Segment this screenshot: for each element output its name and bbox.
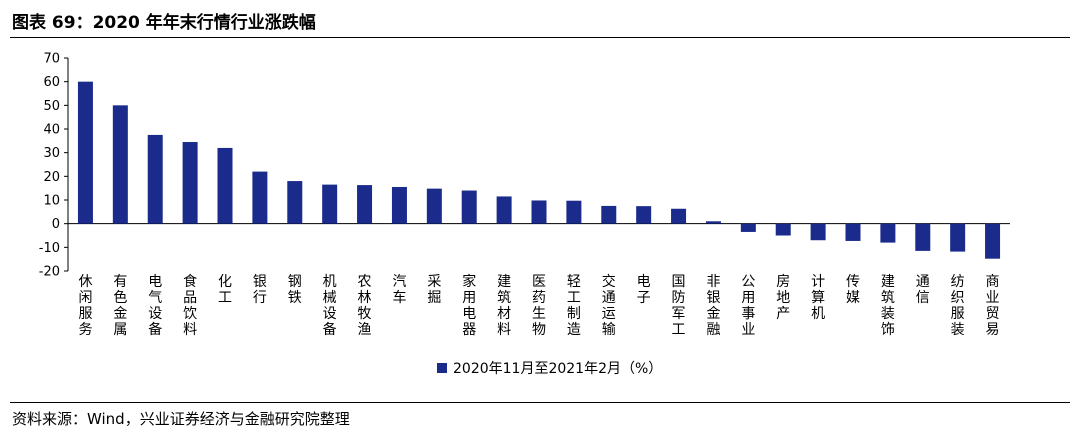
y-tick-label: -10 <box>39 241 60 256</box>
category-label: 轻工制造 <box>567 274 581 338</box>
category-label: 国防军工 <box>672 274 686 338</box>
category-label: 医药生物 <box>532 274 546 338</box>
bar-10 <box>391 186 407 224</box>
bar-3 <box>147 134 163 224</box>
category-label: 传媒 <box>846 274 860 306</box>
category-label: 商业贸易 <box>986 274 1000 338</box>
category-label: 机械设备 <box>323 274 337 338</box>
category-label: 建筑材料 <box>497 274 511 338</box>
bars <box>77 81 1001 259</box>
bottom-divider <box>10 402 1070 403</box>
legend-swatch <box>437 363 447 373</box>
category-label: 电气设备 <box>148 274 162 338</box>
category-label: 农林牧渔 <box>358 274 372 338</box>
bar-19 <box>705 221 721 224</box>
bar-7 <box>287 181 303 224</box>
y-tick-label: 20 <box>43 170 60 185</box>
bar-13 <box>496 196 512 224</box>
category-label: 采掘 <box>427 274 441 306</box>
y-tick-label: 60 <box>43 75 60 90</box>
bar-24 <box>880 223 896 243</box>
source-note: 资料来源：Wind，兴业证券经济与金融研究院整理 <box>12 410 350 428</box>
bar-26 <box>950 223 966 252</box>
bar-20 <box>740 223 756 232</box>
bar-1 <box>77 81 93 224</box>
legend-label: 2020年11月至2021年2月（%） <box>453 361 663 377</box>
category-label: 计算机 <box>811 274 825 322</box>
bar-18 <box>671 208 687 224</box>
bar-5 <box>217 147 233 224</box>
category-label: 钢铁 <box>288 274 302 306</box>
category-label: 电子 <box>637 274 651 306</box>
category-label: 休闲服务 <box>78 274 92 338</box>
category-label: 交通运输 <box>602 273 616 338</box>
y-tick-label: 70 <box>43 52 60 67</box>
category-label: 非银金融 <box>706 274 720 338</box>
bar-22 <box>810 223 826 241</box>
bar-25 <box>915 223 931 251</box>
category-label: 食品饮料 <box>183 273 197 338</box>
category-label: 汽车 <box>392 274 406 306</box>
y-tick-label: -20 <box>39 265 60 280</box>
bar-11 <box>426 188 442 224</box>
bar-8 <box>322 184 338 224</box>
bar-27 <box>985 223 1001 259</box>
chart-title: 图表 69：2020 年年末行情行业涨跌幅 <box>12 13 316 33</box>
top-divider <box>10 37 1070 38</box>
category-label: 房地产 <box>776 274 790 322</box>
bar-9 <box>357 185 373 224</box>
bar-21 <box>775 223 791 236</box>
bar-15 <box>566 200 582 224</box>
bar-17 <box>636 206 652 224</box>
bar-14 <box>531 200 547 224</box>
y-tick-label: 50 <box>43 99 60 114</box>
y-tick-label: 10 <box>43 194 60 209</box>
bar-12 <box>461 190 477 224</box>
bar-chart: 70 60 50 40 30 20 10 0 -10 -20 休闲服务 有色金属 电气设备 食品饮料 化工… <box>39 52 1010 338</box>
category-label: 有色金属 <box>113 274 127 338</box>
category-label: 建筑装饰 <box>881 274 895 338</box>
y-axis: 70 60 50 40 30 20 10 0 -10 -20 <box>39 52 1010 280</box>
category-label: 通信 <box>916 274 930 306</box>
y-tick-label: 0 <box>52 217 60 232</box>
y-tick-label: 30 <box>43 146 60 161</box>
y-tick-label: 40 <box>43 123 60 138</box>
bar-16 <box>601 205 617 224</box>
bar-6 <box>252 171 268 224</box>
category-label: 银行 <box>253 274 267 306</box>
category-label: 公用事业 <box>741 274 755 338</box>
legend: 2020年11月至2021年2月（%） <box>437 358 662 378</box>
category-label: 纺织服装 <box>951 274 965 338</box>
bar-2 <box>112 105 128 224</box>
category-label: 家用电器 <box>462 273 476 338</box>
category-label: 化工 <box>218 274 232 306</box>
bar-4 <box>182 142 198 224</box>
bar-23 <box>845 223 861 241</box>
